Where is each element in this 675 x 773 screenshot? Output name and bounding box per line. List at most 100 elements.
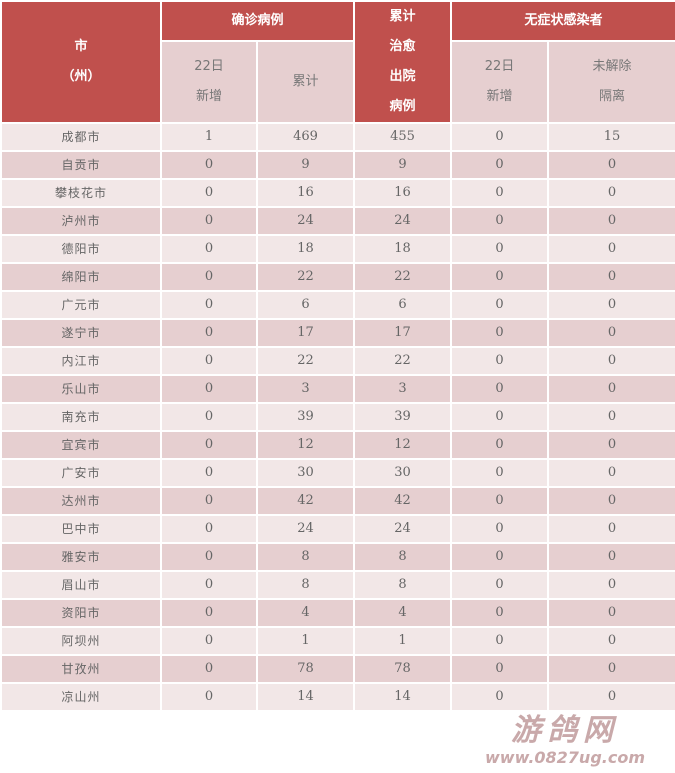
cell-name: 巴中市 <box>0 514 162 544</box>
cell-new: 0 <box>160 682 258 712</box>
header-confirmed-new: 22日 新增 <box>160 39 258 125</box>
cell-asym-new: 0 <box>450 402 550 432</box>
cell-cured: 17 <box>353 318 453 348</box>
cell-name: 内江市 <box>0 346 162 376</box>
cell-total: 9 <box>255 150 356 180</box>
cell-name: 眉山市 <box>0 570 162 600</box>
cell-cured: 1 <box>353 626 453 656</box>
cell-total: 16 <box>255 178 356 208</box>
cell-asym-new: 0 <box>450 374 550 404</box>
cell-total: 22 <box>255 346 356 376</box>
cell-new: 0 <box>160 150 258 180</box>
cell-cured: 16 <box>353 178 453 208</box>
cell-asym-iso: 0 <box>547 206 675 236</box>
cell-name: 广安市 <box>0 458 162 488</box>
header-asym-isolation: 未解除 隔离 <box>547 39 675 125</box>
cell-name: 成都市 <box>0 122 162 152</box>
table-row: 成都市 1 469 455 0 15 <box>0 122 675 152</box>
cell-new: 0 <box>160 346 258 376</box>
cell-asym-new: 0 <box>450 570 550 600</box>
cell-asym-iso: 0 <box>547 374 675 404</box>
watermark-url: www.0827ug.com <box>485 748 645 767</box>
cell-name: 攀枝花市 <box>0 178 162 208</box>
cell-total: 24 <box>255 206 356 236</box>
table-row: 甘孜州 0 78 78 0 0 <box>0 654 675 684</box>
table-row: 乐山市 0 3 3 0 0 <box>0 374 675 404</box>
cell-asym-iso: 0 <box>547 542 675 572</box>
cell-asym-iso: 0 <box>547 626 675 656</box>
table-row: 雅安市 0 8 8 0 0 <box>0 542 675 572</box>
table-row: 眉山市 0 8 8 0 0 <box>0 570 675 600</box>
cell-new: 0 <box>160 402 258 432</box>
header-city: 市（州） <box>0 0 162 124</box>
case-table: 市（州） 确诊病例 累计 治愈 出院 病例 无症状感染者 22日 新增 累计 22日 新增… <box>0 0 675 712</box>
cell-asym-iso: 0 <box>547 234 675 264</box>
cell-cured: 455 <box>353 122 453 152</box>
cell-asym-iso: 0 <box>547 290 675 320</box>
cell-total: 30 <box>255 458 356 488</box>
cell-total: 42 <box>255 486 356 516</box>
cell-cured: 24 <box>353 514 453 544</box>
cell-total: 12 <box>255 430 356 460</box>
cell-name: 甘孜州 <box>0 654 162 684</box>
cell-name: 雅安市 <box>0 542 162 572</box>
watermark-title: 游鸽网 <box>511 713 619 748</box>
cell-asym-iso: 0 <box>547 430 675 460</box>
cell-cured: 22 <box>353 346 453 376</box>
cell-total: 6 <box>255 290 356 320</box>
cell-cured: 39 <box>353 402 453 432</box>
table-row: 内江市 0 22 22 0 0 <box>0 346 675 376</box>
cell-asym-new: 0 <box>450 262 550 292</box>
cell-new: 0 <box>160 262 258 292</box>
cell-asym-iso: 0 <box>547 514 675 544</box>
cell-cured: 4 <box>353 598 453 628</box>
cell-name: 阿坝州 <box>0 626 162 656</box>
cell-total: 22 <box>255 262 356 292</box>
cell-total: 4 <box>255 598 356 628</box>
cell-name: 广元市 <box>0 290 162 320</box>
cell-asym-new: 0 <box>450 654 550 684</box>
table-row: 阿坝州 0 1 1 0 0 <box>0 626 675 656</box>
cell-asym-new: 0 <box>450 206 550 236</box>
table-row: 南充市 0 39 39 0 0 <box>0 402 675 432</box>
cell-name: 南充市 <box>0 402 162 432</box>
cell-cured: 30 <box>353 458 453 488</box>
cell-asym-new: 0 <box>450 458 550 488</box>
cell-asym-iso: 0 <box>547 178 675 208</box>
cell-name: 资阳市 <box>0 598 162 628</box>
cell-total: 24 <box>255 514 356 544</box>
cell-cured: 12 <box>353 430 453 460</box>
cell-asym-new: 0 <box>450 514 550 544</box>
cell-asym-new: 0 <box>450 682 550 712</box>
table-row: 资阳市 0 4 4 0 0 <box>0 598 675 628</box>
table-row: 绵阳市 0 22 22 0 0 <box>0 262 675 292</box>
cell-asym-new: 0 <box>450 122 550 152</box>
cell-cured: 18 <box>353 234 453 264</box>
cell-cured: 78 <box>353 654 453 684</box>
cell-asym-new: 0 <box>450 598 550 628</box>
cell-asym-iso: 0 <box>547 486 675 516</box>
cell-asym-iso: 0 <box>547 682 675 712</box>
cell-new: 0 <box>160 458 258 488</box>
cell-name: 泸州市 <box>0 206 162 236</box>
watermark-area: 游鸽网 www.0827ug.com <box>0 712 675 768</box>
cell-asym-new: 0 <box>450 150 550 180</box>
table-row: 自贡市 0 9 9 0 0 <box>0 150 675 180</box>
cell-cured: 8 <box>353 542 453 572</box>
cell-new: 0 <box>160 598 258 628</box>
table-row: 达州市 0 42 42 0 0 <box>0 486 675 516</box>
cell-new: 0 <box>160 654 258 684</box>
cell-asym-new: 0 <box>450 486 550 516</box>
cell-total: 8 <box>255 570 356 600</box>
cell-new: 0 <box>160 206 258 236</box>
cell-cured: 3 <box>353 374 453 404</box>
cell-new: 0 <box>160 290 258 320</box>
cell-new: 0 <box>160 626 258 656</box>
cell-name: 宜宾市 <box>0 430 162 460</box>
cell-cured: 42 <box>353 486 453 516</box>
cell-name: 自贡市 <box>0 150 162 180</box>
cell-new: 0 <box>160 234 258 264</box>
cell-cured: 14 <box>353 682 453 712</box>
cell-cured: 22 <box>353 262 453 292</box>
